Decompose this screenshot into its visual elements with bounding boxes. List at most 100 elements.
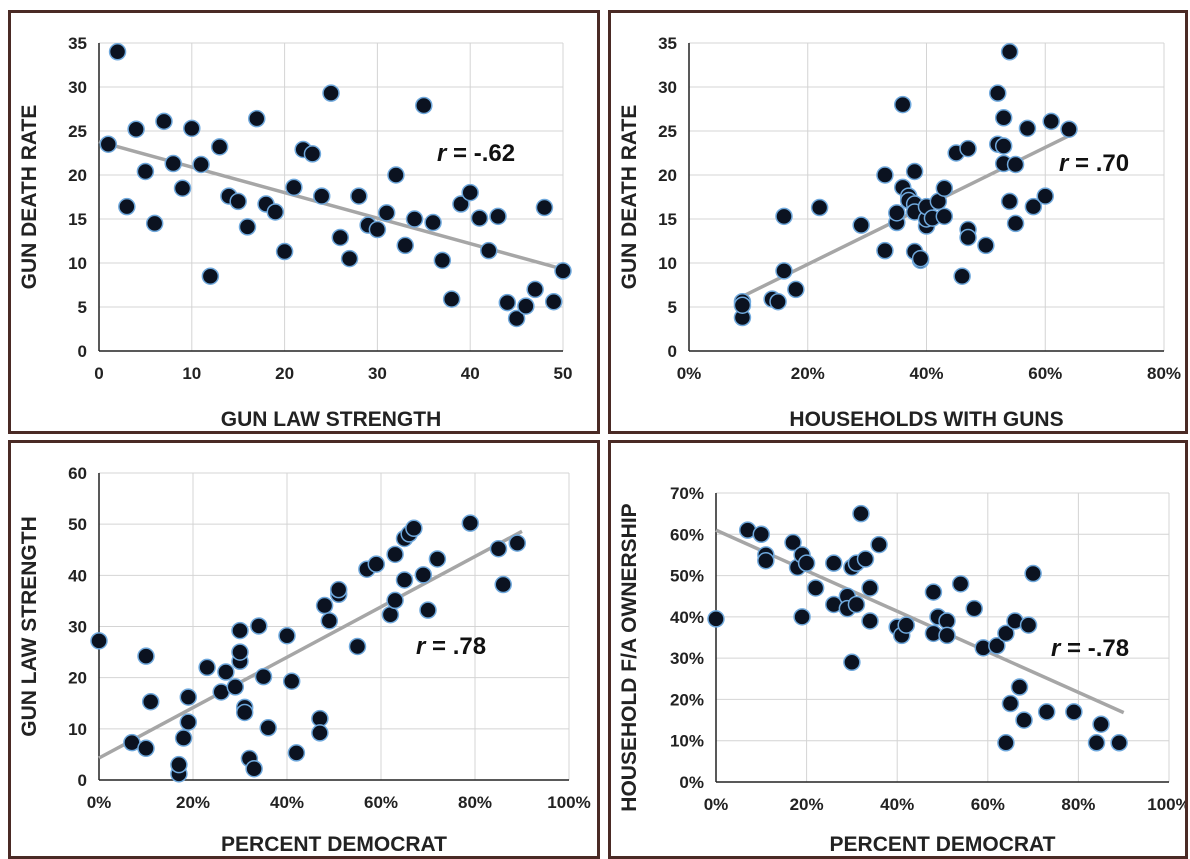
data-point [938, 626, 956, 645]
data-point [183, 119, 201, 138]
data-point [320, 612, 339, 630]
y-tick-label: 20 [658, 166, 677, 185]
data-point [1060, 120, 1078, 138]
data-point [470, 209, 489, 227]
data-point [526, 280, 544, 299]
data-point [544, 292, 563, 311]
x-tick-label: 80% [458, 793, 492, 812]
data-point [285, 178, 303, 197]
data-point [1087, 734, 1106, 752]
data-point [1024, 197, 1043, 216]
y-tick-label: 15 [658, 210, 677, 229]
data-point [415, 96, 433, 115]
data-point [997, 734, 1015, 752]
data-point [164, 154, 182, 173]
data-point [989, 84, 1007, 102]
data-point [250, 617, 268, 635]
data-point [179, 713, 198, 731]
data-point [329, 580, 348, 599]
x-tick-label: 100% [1147, 795, 1188, 814]
data-point [173, 179, 192, 197]
data-point [951, 575, 970, 593]
x-tick-label: 20 [275, 364, 294, 383]
data-point [787, 280, 805, 299]
data-point [368, 220, 387, 239]
data-point [784, 533, 802, 552]
y-tick-label: 5 [668, 298, 677, 317]
data-point [377, 204, 396, 222]
data-point [1110, 734, 1128, 752]
data-point [1001, 694, 1020, 713]
y-tick-label: 15 [68, 210, 87, 229]
data-point [775, 207, 793, 226]
data-point [554, 262, 572, 280]
data-point [1037, 703, 1056, 721]
y-axis-title: HOUSEHOLD F/A OWNERSHIP [618, 503, 641, 811]
y-tick-label: 0 [78, 771, 87, 790]
data-point [935, 179, 954, 197]
data-point [395, 571, 414, 589]
data-point [498, 293, 517, 312]
y-tick-label: 10% [670, 732, 704, 751]
data-point [507, 309, 526, 328]
data-point [953, 267, 971, 285]
data-point [145, 214, 164, 233]
data-point [1010, 678, 1029, 696]
x-tick-label: 40% [880, 795, 914, 814]
chart-democrat-vs-gun-law: 0 10 20 30 40 50 60 0% 20% 40% 60% 80% 100% r = .78 PE… [18, 464, 591, 856]
data-point [988, 637, 1006, 655]
data-point [235, 703, 254, 722]
data-point [287, 744, 306, 762]
data-point [174, 729, 193, 747]
data-point [489, 207, 507, 226]
data-point [870, 535, 888, 554]
y-tick-label: 10 [68, 254, 87, 273]
y-tick-label: 10 [68, 720, 87, 739]
correlation-label: r = .78 [416, 633, 486, 660]
data-point [517, 297, 535, 315]
data-point [231, 621, 249, 640]
y-tick-label: 20 [68, 166, 87, 185]
y-tick-label: 25 [68, 122, 87, 141]
y-tick-label: 60% [670, 525, 704, 544]
data-point [843, 653, 861, 672]
data-point [959, 228, 977, 247]
data-point [170, 755, 188, 774]
chart-panel-democrat-vs-gun-law: 0 10 20 30 40 50 60 0% 20% 40% 60% 80% 100% r = .78 PE… [8, 440, 600, 859]
data-point [707, 610, 725, 628]
chart-panel-households-vs-death-rate: 0 5 10 15 20 25 30 35 0% 20% 40% 60% 80% r = .70 HOUSE… [608, 10, 1188, 434]
data-point [254, 667, 273, 686]
x-tick-label: 30 [368, 364, 387, 383]
data-point [994, 137, 1013, 155]
data-point [852, 216, 870, 234]
data-point [229, 192, 247, 211]
data-point [367, 555, 386, 573]
data-point [894, 95, 912, 114]
data-point [226, 678, 245, 696]
data-point [1000, 192, 1019, 211]
data-point [90, 632, 108, 650]
data-point [1006, 214, 1025, 233]
data-point [198, 658, 216, 677]
data-point [275, 242, 294, 261]
data-point [386, 591, 404, 610]
data-point [1018, 119, 1037, 138]
data-point [127, 120, 145, 138]
data-point [977, 236, 995, 255]
data-point [1019, 616, 1038, 634]
chart-households-vs-death-rate: 0 5 10 15 20 25 30 35 0% 20% 40% 60% 80% r = .70 HOUSE… [618, 34, 1181, 431]
x-tick-label: 40% [270, 793, 304, 812]
data-point [861, 579, 879, 597]
data-point [192, 155, 210, 174]
y-tick-label: 50 [68, 515, 87, 534]
x-tick-label: 40 [461, 364, 480, 383]
data-point [508, 534, 527, 552]
data-point [350, 187, 368, 205]
data-point [461, 514, 480, 532]
data-point [266, 203, 285, 221]
data-point [757, 551, 775, 570]
data-point [1065, 703, 1083, 721]
data-point [428, 550, 447, 568]
y-tick-label: 25 [658, 122, 677, 141]
x-tick-label: 0% [87, 793, 112, 812]
